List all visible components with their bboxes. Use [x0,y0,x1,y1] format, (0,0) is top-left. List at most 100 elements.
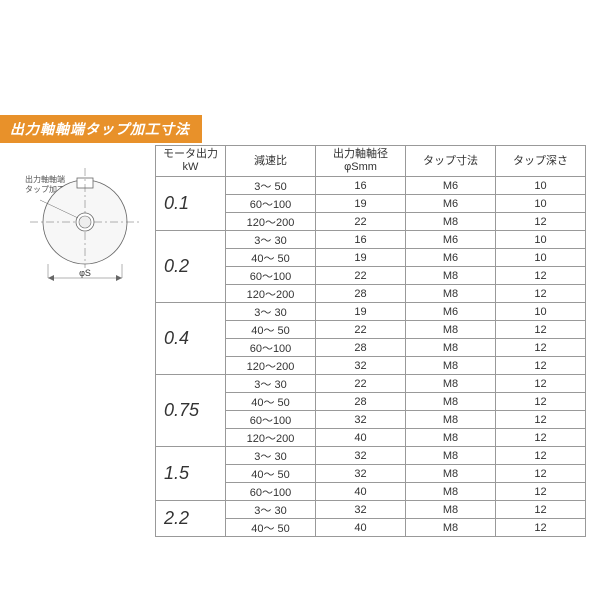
cell-ratio: 3～ 30 [226,303,316,321]
cell-dia: 22 [316,213,406,231]
th-dia: 出力軸軸径 φSmm [316,146,406,177]
diagram-dim-label: φS [79,268,91,278]
cell-depth: 12 [496,339,586,357]
cell-ratio: 120～200 [226,429,316,447]
cell-tap: M8 [406,339,496,357]
th-tap: タップ寸法 [406,146,496,177]
cell-kw: 0.2 [156,231,226,303]
cell-tap: M8 [406,375,496,393]
cell-depth: 10 [496,177,586,195]
cell-dia: 32 [316,501,406,519]
cell-depth: 12 [496,285,586,303]
cell-ratio: 40～ 50 [226,465,316,483]
cell-depth: 12 [496,429,586,447]
table-row: 0.13～ 5016M610 [156,177,586,195]
cell-tap: M8 [406,213,496,231]
cell-depth: 12 [496,483,586,501]
cell-tap: M8 [406,393,496,411]
cell-tap: M8 [406,285,496,303]
cell-dia: 32 [316,447,406,465]
cell-depth: 12 [496,411,586,429]
table-row: 0.753～ 3022M812 [156,375,586,393]
table-row: 0.43～ 3019M610 [156,303,586,321]
page-root: 出力軸軸端タップ加工寸法 出力軸軸端 タップ加工 φS [0,0,600,600]
cell-kw: 1.5 [156,447,226,501]
th-depth: タップ深さ [496,146,586,177]
cell-depth: 12 [496,375,586,393]
cell-tap: M6 [406,177,496,195]
cell-dia: 32 [316,411,406,429]
cell-tap: M8 [406,357,496,375]
cell-depth: 10 [496,195,586,213]
cell-ratio: 40～ 50 [226,519,316,537]
cell-depth: 12 [496,213,586,231]
cell-ratio: 40～ 50 [226,321,316,339]
cell-depth: 12 [496,393,586,411]
cell-dia: 28 [316,339,406,357]
cell-depth: 10 [496,249,586,267]
section-title: 出力軸軸端タップ加工寸法 [0,115,202,143]
diagram-svg: φS [30,160,140,290]
cell-tap: M8 [406,465,496,483]
cell-kw: 2.2 [156,501,226,537]
cell-ratio: 60～100 [226,267,316,285]
cell-tap: M8 [406,429,496,447]
cell-tap: M6 [406,195,496,213]
cell-ratio: 40～ 50 [226,393,316,411]
cell-dia: 28 [316,393,406,411]
cell-dia: 28 [316,285,406,303]
cell-depth: 12 [496,447,586,465]
cell-kw: 0.4 [156,303,226,375]
table-body: 0.13～ 5016M61060～10019M610120～20022M8120… [156,177,586,537]
cell-depth: 10 [496,231,586,249]
cell-ratio: 3～ 30 [226,447,316,465]
cell-dia: 32 [316,465,406,483]
cell-dia: 22 [316,375,406,393]
cell-tap: M6 [406,249,496,267]
cell-depth: 10 [496,303,586,321]
cell-depth: 12 [496,501,586,519]
cell-tap: M8 [406,411,496,429]
cell-tap: M8 [406,321,496,339]
cell-ratio: 3～ 30 [226,375,316,393]
cell-ratio: 120～200 [226,285,316,303]
cell-tap: M8 [406,483,496,501]
table-row: 2.23～ 3032M812 [156,501,586,519]
cell-ratio: 60～100 [226,195,316,213]
th-ratio: 減速比 [226,146,316,177]
cell-depth: 12 [496,267,586,285]
cell-ratio: 120～200 [226,357,316,375]
cell-tap: M6 [406,231,496,249]
spec-table-wrap: モータ出力 kW 減速比 出力軸軸径 φSmm タップ寸法 タップ深さ 0.13… [155,145,575,537]
cell-ratio: 60～100 [226,339,316,357]
cell-tap: M8 [406,447,496,465]
th-kw: モータ出力 kW [156,146,226,177]
table-row: 0.23～ 3016M610 [156,231,586,249]
spec-table: モータ出力 kW 減速比 出力軸軸径 φSmm タップ寸法 タップ深さ 0.13… [155,145,586,537]
cell-ratio: 3～ 50 [226,177,316,195]
cell-depth: 12 [496,357,586,375]
cell-depth: 12 [496,465,586,483]
cell-dia: 19 [316,195,406,213]
table-row: 1.53～ 3032M812 [156,447,586,465]
cell-dia: 16 [316,177,406,195]
cell-dia: 22 [316,267,406,285]
cell-ratio: 120～200 [226,213,316,231]
cell-ratio: 60～100 [226,483,316,501]
cell-kw: 0.1 [156,177,226,231]
cell-dia: 32 [316,357,406,375]
cell-kw: 0.75 [156,375,226,447]
cell-tap: M6 [406,303,496,321]
cell-dia: 40 [316,483,406,501]
cell-ratio: 60～100 [226,411,316,429]
cell-ratio: 40～ 50 [226,249,316,267]
shaft-end-diagram: φS [30,160,140,290]
table-head: モータ出力 kW 減速比 出力軸軸径 φSmm タップ寸法 タップ深さ [156,146,586,177]
cell-dia: 22 [316,321,406,339]
cell-depth: 12 [496,519,586,537]
cell-tap: M8 [406,519,496,537]
cell-dia: 19 [316,303,406,321]
cell-dia: 40 [316,429,406,447]
cell-dia: 19 [316,249,406,267]
cell-dia: 16 [316,231,406,249]
